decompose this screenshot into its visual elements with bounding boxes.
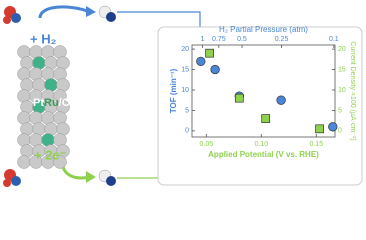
arrow bbox=[38, 5, 91, 19]
atom bbox=[17, 155, 31, 169]
chart-panel bbox=[157, 26, 363, 186]
molecule bbox=[3, 169, 21, 187]
molecule bbox=[98, 169, 116, 186]
point bbox=[196, 56, 206, 67]
y2-tick-label: 10 bbox=[338, 87, 346, 94]
x-tick-label: 0.10 bbox=[254, 141, 268, 148]
nanotube bbox=[17, 45, 70, 169]
x-tick-label: 0.15 bbox=[309, 141, 323, 148]
molecule bbox=[98, 5, 116, 22]
x-axis-label: Applied Potential (V vs. RHE) bbox=[208, 150, 319, 159]
y-tick-label: 0 bbox=[185, 128, 189, 135]
catalyst-label: PtRu/C bbox=[33, 97, 70, 109]
y-tick-label: 15 bbox=[181, 66, 189, 73]
atom bbox=[53, 155, 67, 169]
x2-tick-label: 1 bbox=[200, 36, 204, 43]
figure: + H₂ + 2e⁻ PtRu/C 0.05 0.10 0.151 0.75 0.5 0.… bbox=[3, 5, 363, 187]
x-tick-label: 0.05 bbox=[199, 141, 213, 148]
point bbox=[210, 64, 220, 75]
ru: Ru bbox=[44, 97, 59, 109]
arrow-head bbox=[86, 171, 96, 183]
scheme: + H₂ + 2e⁻ PtRu/C bbox=[3, 5, 265, 187]
x2-axis-label: H₂ Partial Pressure (atm) bbox=[219, 25, 308, 34]
x2-tick-label: 0.25 bbox=[275, 36, 289, 43]
pt: Pt bbox=[33, 97, 44, 109]
point bbox=[205, 48, 214, 58]
y2-tick-label: 5 bbox=[338, 107, 342, 114]
y2-axis-label: Current Density ×100 (µA·cm⁻²) bbox=[349, 41, 356, 140]
point bbox=[261, 114, 271, 123]
y2-tick-label: 20 bbox=[338, 46, 346, 53]
plot-frame bbox=[191, 44, 336, 138]
y2-tick-label: 0 bbox=[338, 128, 342, 135]
point bbox=[234, 93, 244, 103]
h2-label: + H₂ bbox=[30, 31, 57, 46]
support: /C bbox=[59, 97, 70, 109]
point bbox=[328, 122, 338, 132]
point bbox=[276, 95, 286, 105]
plot: 0.05 0.10 0.151 0.75 0.5 0.25 0.10510152005101… bbox=[169, 25, 356, 159]
x2-tick-label: 0.5 bbox=[237, 36, 247, 43]
electron-label: + 2e⁻ bbox=[34, 147, 67, 162]
y-tick-label: 10 bbox=[181, 87, 189, 94]
x2-tick-label: 0.1 bbox=[329, 36, 339, 43]
y2-tick-label: 15 bbox=[338, 66, 346, 73]
molecule bbox=[3, 6, 21, 24]
y-tick-label: 5 bbox=[185, 107, 189, 114]
x2-tick-label: 0.75 bbox=[212, 36, 226, 43]
connector bbox=[117, 11, 201, 30]
y-axis-label: TOF (min⁻¹) bbox=[169, 68, 178, 113]
arrow-head bbox=[86, 6, 96, 17]
y-tick-label: 20 bbox=[181, 46, 189, 53]
point bbox=[315, 124, 324, 134]
